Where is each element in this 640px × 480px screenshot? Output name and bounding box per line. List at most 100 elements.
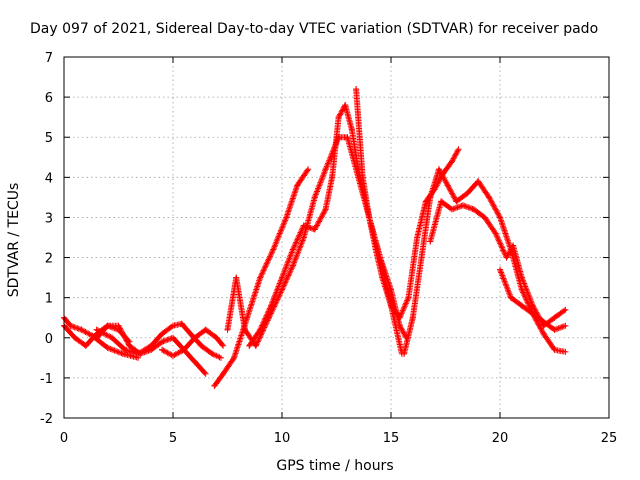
data-point <box>551 326 558 333</box>
data-point <box>220 370 227 377</box>
data-point <box>170 334 176 341</box>
data-point <box>224 326 231 333</box>
data-point <box>372 246 379 253</box>
plot-frame <box>63 56 610 419</box>
data-point <box>529 302 536 309</box>
data-point <box>418 254 425 261</box>
data-point <box>159 338 166 345</box>
data-point <box>344 134 351 141</box>
data-point <box>191 334 198 341</box>
data-point <box>551 314 558 321</box>
y-tick-label: 4 <box>45 171 53 186</box>
data-point <box>359 174 366 181</box>
data-point <box>202 326 209 333</box>
data-point <box>475 178 482 185</box>
data-point <box>348 126 355 133</box>
data-point <box>510 242 517 249</box>
data-point <box>562 348 569 355</box>
data-point <box>459 202 466 209</box>
data-point <box>518 302 525 309</box>
data-point <box>427 238 434 245</box>
data-point <box>289 262 296 269</box>
data-point <box>217 354 224 361</box>
y-tick-label: -2 <box>40 412 53 427</box>
data-point <box>300 234 307 241</box>
data-point <box>540 318 547 325</box>
data-point <box>562 306 569 313</box>
data-point <box>115 322 122 329</box>
data-point <box>279 274 285 281</box>
y-tick-label: 5 <box>45 131 53 146</box>
data-point <box>104 322 111 329</box>
data-point <box>119 350 126 357</box>
data-point <box>252 342 259 349</box>
data-point <box>93 326 100 333</box>
data-point <box>283 214 290 221</box>
data-point <box>93 334 100 341</box>
y-tick-label: 0 <box>45 332 53 347</box>
data-point <box>401 350 408 357</box>
series-6 <box>211 166 312 389</box>
series-7 <box>224 134 410 349</box>
data-point <box>241 326 248 333</box>
data-point <box>353 86 360 93</box>
data-point <box>481 214 488 221</box>
y-tick-label: 3 <box>45 211 53 226</box>
data-point <box>492 230 499 237</box>
data-point <box>257 274 264 281</box>
data-point <box>220 342 227 349</box>
data-point <box>246 342 253 349</box>
data-point <box>503 254 510 261</box>
data-point <box>202 370 209 377</box>
data-point <box>497 214 503 221</box>
data-point <box>464 190 471 197</box>
y-tick-label: 1 <box>45 292 53 307</box>
data-point <box>422 198 429 205</box>
data-point <box>311 226 318 233</box>
data-point <box>449 158 456 165</box>
data-point <box>455 146 462 153</box>
x-tick-label: 25 <box>601 431 618 446</box>
data-point <box>486 194 493 201</box>
data-point <box>268 302 275 309</box>
data-point <box>470 206 477 213</box>
data-point <box>414 234 421 241</box>
data-point <box>231 354 238 361</box>
data-point <box>342 102 349 109</box>
data-point <box>322 206 329 213</box>
x-tick-label: 10 <box>274 431 291 446</box>
data-point <box>178 320 185 327</box>
data-point <box>233 274 240 281</box>
data-point <box>562 322 569 329</box>
data-point <box>159 346 166 353</box>
data-point <box>257 326 264 333</box>
series-markers <box>401 166 567 357</box>
x-tick-label: 20 <box>492 431 509 446</box>
data-point <box>405 294 412 301</box>
data-point <box>191 358 198 365</box>
data-point <box>108 334 115 341</box>
data-point <box>126 342 133 349</box>
grid <box>64 57 609 418</box>
x-axis-label: GPS time / hours <box>276 458 393 474</box>
data-points <box>61 86 569 389</box>
data-point <box>366 214 373 221</box>
data-point <box>329 174 336 181</box>
data-point <box>209 350 216 357</box>
series-5 <box>159 326 227 359</box>
data-point <box>104 344 111 351</box>
data-point <box>170 322 176 329</box>
data-point <box>180 346 187 353</box>
data-point <box>322 166 329 173</box>
data-point <box>270 246 277 253</box>
data-point <box>518 274 525 281</box>
series-markers <box>427 198 568 329</box>
y-tick-label: 2 <box>45 252 53 267</box>
x-tick-label: 5 <box>169 431 177 446</box>
series-markers <box>211 167 311 389</box>
data-point <box>435 166 442 173</box>
data-point <box>388 302 394 309</box>
data-point <box>67 322 74 329</box>
data-point <box>396 314 403 321</box>
y-tick-label: 7 <box>45 51 53 66</box>
